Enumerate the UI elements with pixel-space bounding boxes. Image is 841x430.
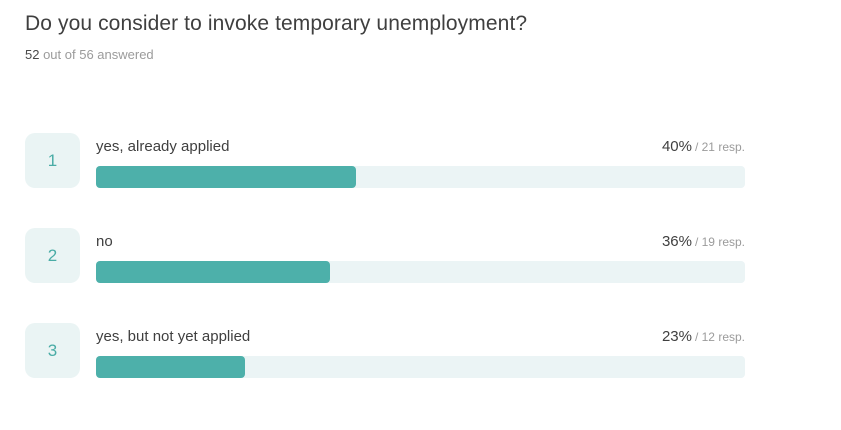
result-row-1: 1 yes, already applied 40%/ 21 resp. bbox=[25, 133, 745, 188]
answer-stats: 40%/ 21 resp. bbox=[662, 137, 745, 157]
answered-total-text: out of 56 answered bbox=[39, 47, 154, 62]
result-row-2: 2 no 36%/ 19 resp. bbox=[25, 228, 745, 283]
response-count: / 19 resp. bbox=[694, 235, 745, 249]
percent-value: 36% bbox=[661, 233, 692, 250]
bar-track bbox=[96, 356, 745, 378]
answer-label: yes, already applied bbox=[96, 138, 230, 155]
answer-label: no bbox=[96, 233, 113, 250]
percent-value: 40% bbox=[661, 138, 692, 155]
result-row-content: yes, already applied 40%/ 21 resp. bbox=[96, 133, 745, 188]
bar-fill bbox=[96, 356, 246, 378]
result-row-content: yes, but not yet applied 23%/ 12 resp. bbox=[96, 323, 745, 378]
answer-label: yes, but not yet applied bbox=[96, 328, 251, 345]
bar-fill bbox=[96, 261, 330, 283]
bar-track bbox=[96, 261, 745, 283]
question-title: Do you consider to invoke temporary unem… bbox=[25, 12, 528, 35]
results-list: 1 yes, already applied 40%/ 21 resp. 2 n… bbox=[25, 133, 745, 378]
answer-stats: 23%/ 12 resp. bbox=[662, 327, 745, 347]
result-row-head: yes, but not yet applied 23%/ 12 resp. bbox=[96, 325, 745, 347]
percent-value: 23% bbox=[661, 328, 692, 345]
result-row-head: yes, already applied 40%/ 21 resp. bbox=[96, 135, 745, 157]
result-row-head: no 36%/ 19 resp. bbox=[96, 230, 745, 252]
answered-summary: 52 out of 56 answered bbox=[25, 47, 745, 63]
rank-badge: 2 bbox=[25, 228, 80, 283]
rank-badge: 1 bbox=[25, 133, 80, 188]
result-row-3: 3 yes, but not yet applied 23%/ 12 resp. bbox=[25, 323, 745, 378]
bar-track bbox=[96, 166, 745, 188]
answer-stats: 36%/ 19 resp. bbox=[662, 232, 745, 252]
answered-count: 52 bbox=[25, 47, 40, 62]
bar-fill bbox=[96, 166, 356, 188]
rank-badge: 3 bbox=[25, 323, 80, 378]
result-row-content: no 36%/ 19 resp. bbox=[96, 228, 745, 283]
response-count: / 12 resp. bbox=[694, 330, 745, 344]
response-count: / 21 resp. bbox=[694, 140, 745, 154]
